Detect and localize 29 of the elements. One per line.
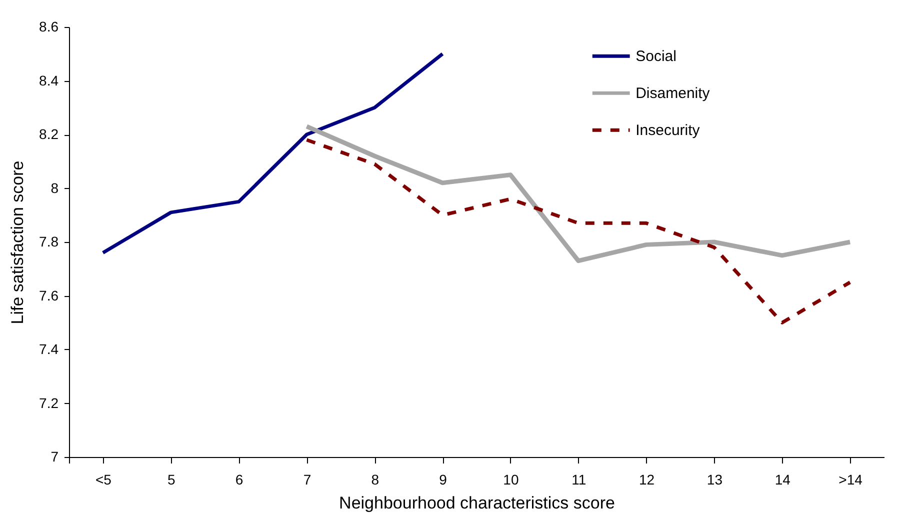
x-tick-label: 13 (706, 472, 723, 488)
y-tick-label: 7.2 (39, 394, 59, 411)
x-tick-label: 8 (371, 472, 380, 488)
y-tick-label: 8.2 (39, 126, 59, 142)
line-series (304, 138, 852, 324)
y-tick-label: 7.6 (39, 287, 59, 304)
y-tick-label: 7.8 (39, 234, 59, 250)
x-tick-label: 6 (235, 472, 244, 488)
legend-label: Social (636, 48, 676, 66)
x-tick-label: 7 (303, 472, 312, 488)
x-tick-label: 5 (167, 472, 176, 488)
x-tick-label: 11 (572, 472, 586, 488)
y-tick-label: 8.4 (39, 72, 59, 88)
y-axis-title: Life satisfaction score (8, 160, 28, 324)
x-tick-label: 14 (774, 472, 791, 488)
x-axis-title: Neighbourhood characteristics score (339, 494, 615, 512)
legend-label: Disamenity (636, 85, 710, 102)
y-tick-label: 8 (50, 180, 59, 196)
x-tick-label: >14 (838, 472, 863, 488)
x-tick-label: 9 (439, 472, 448, 488)
y-tick-label: 7.4 (39, 341, 59, 357)
x-tick-label: 12 (639, 472, 655, 488)
x-tick-label: <5 (95, 472, 112, 488)
y-tick-label: 7 (50, 448, 59, 464)
line-series (101, 52, 444, 254)
y-tick-label: 8.6 (39, 18, 59, 34)
x-tick-label: 10 (503, 472, 519, 488)
line-series (304, 124, 852, 264)
legend-label: Insecurity (636, 122, 700, 140)
